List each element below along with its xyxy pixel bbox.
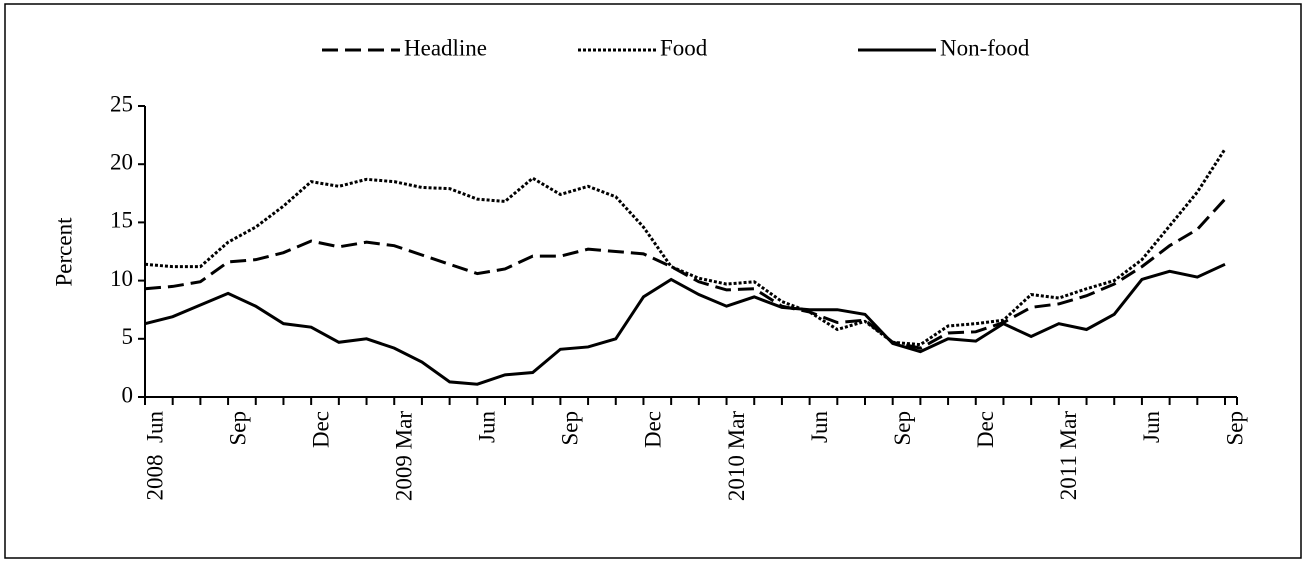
x-tick-label: Jun bbox=[475, 411, 500, 443]
legend-label: Headline bbox=[404, 35, 487, 60]
x-tick-label: Sep bbox=[225, 411, 250, 446]
x-tick-label: Sep bbox=[890, 411, 915, 446]
x-tick-label: Dec bbox=[641, 411, 666, 448]
y-tick-label: 20 bbox=[110, 149, 133, 174]
x-tick-label: 2009 Mar bbox=[392, 411, 417, 501]
x-tick-label: Sep bbox=[558, 411, 583, 446]
y-tick-label: 10 bbox=[110, 266, 133, 291]
x-tick-label: Dec bbox=[308, 411, 333, 448]
y-tick-label: 25 bbox=[110, 91, 133, 116]
y-axis-label: Percent bbox=[51, 217, 76, 287]
series-line bbox=[144, 262, 1226, 386]
x-tick-label: Jun bbox=[1139, 411, 1164, 443]
legend-label: Non-food bbox=[940, 35, 1030, 60]
series-line bbox=[144, 198, 1227, 350]
x-tick-label: Jun bbox=[807, 411, 832, 443]
y-tick-label: 0 bbox=[122, 382, 134, 407]
y-tick-label: 15 bbox=[110, 208, 133, 233]
frame bbox=[4, 3, 1302, 559]
legend-label: Food bbox=[660, 35, 708, 60]
x-tick-label: 2010 Mar bbox=[724, 411, 749, 501]
x-tick-label: Dec bbox=[973, 411, 998, 448]
x-tick-label: 2008 Jun bbox=[142, 411, 167, 501]
y-tick-label: 5 bbox=[122, 324, 134, 349]
x-tick-label: 2011 Mar bbox=[1056, 411, 1081, 501]
x-tick-label: Sep bbox=[1222, 411, 1247, 446]
